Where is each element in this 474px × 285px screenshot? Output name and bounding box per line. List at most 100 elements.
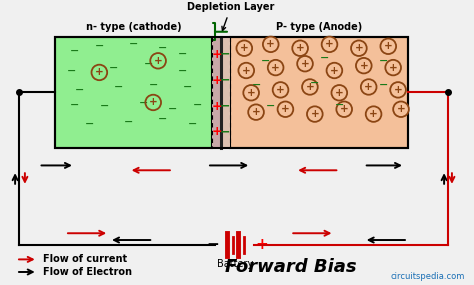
Text: −: − — [75, 85, 84, 95]
Text: +: + — [240, 43, 249, 53]
Text: −: − — [148, 80, 158, 90]
Text: −: − — [70, 46, 80, 56]
Text: −: − — [188, 119, 197, 129]
Circle shape — [361, 79, 376, 95]
Text: −: − — [100, 101, 109, 111]
Circle shape — [390, 82, 406, 98]
Circle shape — [273, 82, 288, 98]
Text: +: + — [211, 125, 222, 138]
Circle shape — [302, 79, 318, 95]
Bar — [212, 36, 221, 148]
Text: −: − — [220, 74, 231, 87]
Text: +: + — [301, 59, 310, 69]
Text: −: − — [109, 63, 118, 73]
Text: +: + — [359, 61, 368, 71]
Circle shape — [331, 85, 347, 101]
Text: n- type (cathode): n- type (cathode) — [86, 22, 182, 32]
Text: +: + — [95, 68, 104, 78]
Text: −: − — [320, 53, 329, 63]
Text: −: − — [168, 104, 177, 114]
Text: −: − — [114, 82, 124, 92]
Circle shape — [322, 36, 337, 52]
Text: +: + — [296, 43, 304, 53]
Circle shape — [307, 106, 323, 122]
Text: −: − — [70, 99, 80, 109]
Circle shape — [248, 104, 264, 120]
Text: +: + — [397, 104, 405, 114]
Circle shape — [351, 40, 367, 56]
Circle shape — [393, 101, 409, 117]
Text: +: + — [276, 85, 285, 95]
Text: +: + — [154, 56, 163, 66]
Circle shape — [243, 85, 259, 101]
Text: +: + — [306, 82, 314, 92]
Text: +: + — [149, 97, 157, 107]
Circle shape — [268, 60, 283, 75]
Text: +: + — [271, 63, 280, 73]
Text: −: − — [266, 101, 275, 111]
Text: +: + — [365, 82, 373, 92]
Text: −: − — [220, 125, 231, 138]
Text: −: − — [207, 237, 219, 252]
Text: Battery: Battery — [218, 259, 254, 269]
Text: −: − — [139, 97, 148, 107]
Text: +: + — [340, 104, 348, 114]
Circle shape — [337, 101, 352, 117]
Text: −: − — [379, 80, 388, 90]
Text: −: − — [261, 56, 271, 66]
Circle shape — [327, 63, 342, 78]
Circle shape — [292, 40, 308, 56]
Circle shape — [381, 38, 396, 54]
Bar — [55, 36, 408, 148]
Text: +: + — [384, 41, 392, 51]
Text: +: + — [389, 63, 398, 73]
Bar — [221, 36, 230, 148]
Text: +: + — [255, 237, 268, 252]
Text: +: + — [369, 109, 378, 119]
Text: Flow of Electron: Flow of Electron — [43, 267, 131, 277]
Text: −: − — [144, 59, 153, 69]
Text: −: − — [85, 119, 94, 129]
Text: +: + — [211, 74, 222, 87]
Text: −: − — [220, 48, 231, 60]
Text: −: − — [183, 82, 192, 92]
Bar — [55, 36, 212, 148]
Text: +: + — [394, 85, 402, 95]
Text: +: + — [335, 88, 344, 98]
Text: P- type (Anode): P- type (Anode) — [276, 22, 362, 32]
Circle shape — [278, 101, 293, 117]
Text: −: − — [251, 80, 261, 90]
Text: −: − — [158, 114, 168, 124]
Circle shape — [297, 56, 313, 72]
Circle shape — [238, 63, 254, 78]
Text: −: − — [220, 100, 231, 113]
Text: +: + — [310, 109, 319, 119]
Text: +: + — [330, 66, 339, 76]
Text: −: − — [67, 66, 77, 76]
Text: −: − — [192, 99, 202, 109]
Text: +: + — [355, 43, 363, 53]
Text: −: − — [178, 49, 187, 59]
Text: −: − — [310, 78, 319, 88]
Text: −: − — [129, 39, 138, 49]
Text: −: − — [335, 99, 344, 109]
Text: −: − — [95, 41, 104, 51]
Text: circuitspedia.com: circuitspedia.com — [390, 272, 465, 281]
Circle shape — [385, 60, 401, 75]
Text: −: − — [158, 43, 168, 53]
Text: +: + — [211, 100, 222, 113]
Circle shape — [356, 58, 372, 74]
Text: −: − — [178, 66, 187, 76]
Circle shape — [263, 36, 279, 52]
Text: +: + — [211, 48, 222, 60]
Text: −: − — [379, 56, 388, 66]
Text: Forward Bias: Forward Bias — [225, 258, 356, 276]
Text: +: + — [281, 104, 290, 114]
Circle shape — [237, 40, 252, 56]
Text: −: − — [124, 117, 133, 127]
Text: Flow of current: Flow of current — [43, 255, 127, 264]
Text: +: + — [325, 39, 334, 49]
Bar — [230, 36, 408, 148]
Circle shape — [366, 106, 382, 122]
Text: Depletion Layer: Depletion Layer — [187, 2, 274, 30]
